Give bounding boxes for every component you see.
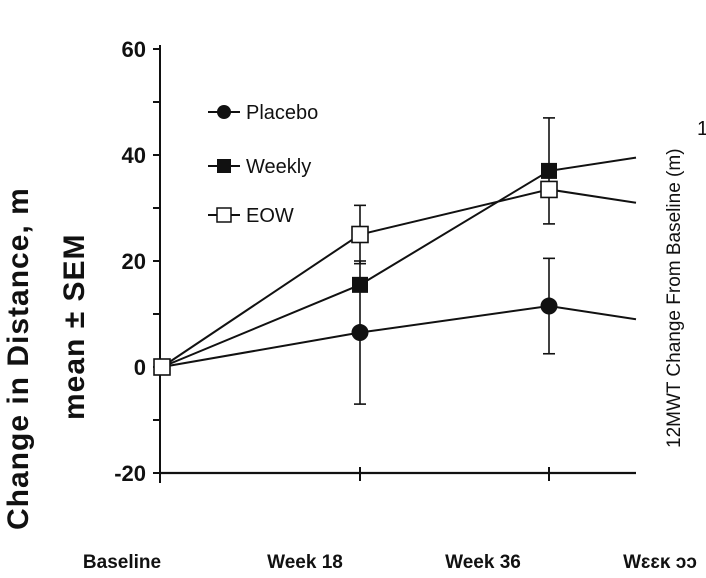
data-point-eow [351, 225, 369, 244]
series-line-placebo [161, 305, 637, 368]
x-tick-label: Week 18 [267, 552, 343, 573]
y-tick-label: -20 [114, 461, 146, 486]
data-point-placebo [540, 297, 558, 315]
x-tick-label: Baseline [83, 552, 161, 573]
data-point-eow [540, 180, 558, 199]
legend-marker-eow [216, 207, 232, 223]
y-tick-label: 40 [122, 143, 146, 168]
series-line-weekly [161, 156, 637, 368]
y-tick-label: 60 [122, 37, 146, 62]
series-line-eow [161, 188, 637, 368]
data-point-placebo [351, 324, 369, 342]
legend-label-eow: EOW [246, 205, 294, 227]
y-tick-label: 20 [122, 249, 146, 274]
y-tick-label: 0 [134, 355, 146, 380]
legend-label-placebo: Placebo [246, 102, 318, 124]
data-point-weekly [541, 162, 557, 179]
legend-marker-placebo [217, 105, 231, 119]
data-point-baseline [153, 358, 171, 376]
x-tick-label: Week 36 [445, 552, 521, 573]
x-tick-label: Wɛɛĸ ɔɔ [623, 552, 697, 573]
legend-marker-weekly [217, 159, 231, 173]
data-point-weekly [352, 276, 368, 293]
legend-label-weekly: Weekly [246, 156, 311, 178]
